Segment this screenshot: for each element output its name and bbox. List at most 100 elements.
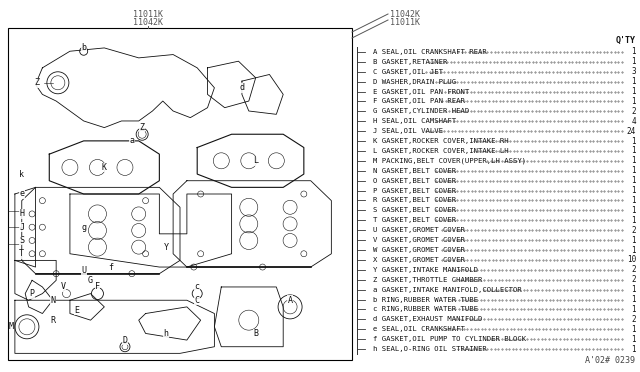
Text: d GASKET,EXHAUST MANIFOLD: d GASKET,EXHAUST MANIFOLD (373, 316, 483, 323)
Text: Y GASKET,INTAKE MANIFOLD: Y GASKET,INTAKE MANIFOLD (373, 267, 478, 273)
Text: F: F (95, 282, 100, 291)
Text: b RING,RUBBER WATER TUBE: b RING,RUBBER WATER TUBE (373, 296, 478, 302)
Text: P: P (29, 289, 35, 298)
Text: C GASKET,OIL JET: C GASKET,OIL JET (373, 69, 443, 75)
Text: c: c (195, 282, 200, 291)
Text: T: T (19, 249, 24, 258)
Text: e SEAL,OIL CRANKSHAFT: e SEAL,OIL CRANKSHAFT (373, 326, 465, 332)
Text: 1: 1 (632, 176, 636, 185)
Bar (8, 28, 352, 360)
Text: J: J (19, 223, 24, 232)
Text: A'02# 0239: A'02# 0239 (585, 356, 635, 365)
Text: 2: 2 (632, 226, 636, 235)
Text: 1: 1 (632, 87, 636, 96)
Text: 1: 1 (632, 77, 636, 86)
Text: a GASKET,INTAKE MANIFOLD,COLLECTOR: a GASKET,INTAKE MANIFOLD,COLLECTOR (373, 287, 522, 293)
Text: 1: 1 (632, 335, 636, 344)
Text: 1: 1 (632, 97, 636, 106)
Text: U: U (81, 266, 86, 275)
Text: Z: Z (35, 78, 40, 87)
Text: 1: 1 (632, 206, 636, 215)
Text: 1: 1 (632, 137, 636, 145)
Text: 1: 1 (632, 156, 636, 166)
Text: 3: 3 (632, 67, 636, 76)
Text: 10: 10 (627, 256, 636, 264)
Text: 2: 2 (632, 275, 636, 284)
Text: F GASKET,OIL PAN REAR: F GASKET,OIL PAN REAR (373, 99, 465, 105)
Text: V GASKET,GROMET COVER: V GASKET,GROMET COVER (373, 237, 465, 243)
Text: L: L (253, 156, 258, 165)
Text: B: B (253, 329, 258, 338)
Text: H: H (19, 209, 24, 218)
Text: 1: 1 (632, 246, 636, 254)
Text: 1: 1 (632, 186, 636, 195)
Text: D WASHER,DRAIN PLUG: D WASHER,DRAIN PLUG (373, 78, 456, 85)
Text: k: k (19, 170, 24, 179)
Text: b: b (81, 44, 86, 52)
Text: a: a (129, 137, 134, 145)
Text: 24: 24 (627, 127, 636, 136)
Text: N: N (50, 296, 55, 305)
Text: L GASKET,ROCKER COVER,INTAKE LH: L GASKET,ROCKER COVER,INTAKE LH (373, 148, 509, 154)
Text: C: C (195, 296, 200, 305)
Text: 11011K: 11011K (133, 10, 163, 19)
Text: g: g (81, 223, 86, 232)
Text: S: S (19, 236, 24, 245)
Text: 1: 1 (632, 57, 636, 66)
Text: U GASKET,GROMET COVER: U GASKET,GROMET COVER (373, 227, 465, 233)
Text: N GASKET,BELT COVER: N GASKET,BELT COVER (373, 168, 456, 174)
Text: S GASKET,BELT COVER: S GASKET,BELT COVER (373, 208, 456, 214)
Text: O GASKET,BELT COVER: O GASKET,BELT COVER (373, 178, 456, 184)
Text: Y: Y (164, 243, 169, 251)
Text: 1: 1 (632, 166, 636, 175)
Text: G GASKET,CYLINDER HEAD: G GASKET,CYLINDER HEAD (373, 108, 469, 114)
Text: A SEAL,OIL CRANKSHAFT REAR: A SEAL,OIL CRANKSHAFT REAR (373, 49, 487, 55)
Text: 1: 1 (632, 48, 636, 57)
Text: H SEAL,OIL CAMSHAFT: H SEAL,OIL CAMSHAFT (373, 118, 456, 124)
Text: 11011K: 11011K (390, 18, 420, 27)
Text: f: f (109, 263, 114, 272)
Text: Z GASKET,THROTTLE CHAMBER: Z GASKET,THROTTLE CHAMBER (373, 277, 483, 283)
Text: 1: 1 (632, 196, 636, 205)
Text: 1: 1 (632, 235, 636, 245)
Text: D: D (122, 336, 127, 344)
Text: B GASKET,RETAINER: B GASKET,RETAINER (373, 59, 447, 65)
Text: 4: 4 (632, 117, 636, 126)
Text: 1: 1 (632, 147, 636, 155)
Text: Q'TY: Q'TY (616, 36, 636, 45)
Text: h: h (164, 329, 169, 338)
Text: d: d (239, 83, 244, 92)
Text: R: R (50, 316, 55, 325)
Text: 11042K: 11042K (133, 18, 163, 27)
Text: V: V (61, 282, 65, 291)
Text: 1: 1 (632, 325, 636, 334)
Text: A: A (287, 296, 292, 305)
Text: 2: 2 (632, 315, 636, 324)
Text: K: K (102, 163, 107, 172)
Text: h SEAL,O-RING OIL STRAINER: h SEAL,O-RING OIL STRAINER (373, 346, 487, 352)
Text: 2: 2 (632, 107, 636, 116)
Text: P GASKET,BELT COVER: P GASKET,BELT COVER (373, 187, 456, 193)
Text: 1: 1 (632, 295, 636, 304)
Text: 2: 2 (632, 265, 636, 274)
Text: K GASKET,ROCKER COVER,INTAKE RH: K GASKET,ROCKER COVER,INTAKE RH (373, 138, 509, 144)
Text: f GASKET,OIL PUMP TO CYLINDER BLOCK: f GASKET,OIL PUMP TO CYLINDER BLOCK (373, 336, 526, 342)
Text: T GASKET,BELT COVER: T GASKET,BELT COVER (373, 217, 456, 223)
Text: 1: 1 (632, 305, 636, 314)
Text: M: M (9, 322, 14, 331)
Text: 11042K: 11042K (390, 10, 420, 19)
Text: 1: 1 (632, 285, 636, 294)
Text: E: E (74, 306, 79, 315)
Text: e: e (19, 189, 24, 199)
Text: R GASKET,BELT COVER: R GASKET,BELT COVER (373, 198, 456, 203)
Text: J SEAL,OIL VALVE: J SEAL,OIL VALVE (373, 128, 443, 134)
Text: 1: 1 (632, 216, 636, 225)
Text: G: G (88, 276, 93, 285)
Text: E GASKET,OIL PAN FRONT: E GASKET,OIL PAN FRONT (373, 89, 469, 94)
Text: W GASKET,GROMET COVER: W GASKET,GROMET COVER (373, 247, 465, 253)
Text: c RING,RUBBER WATER TUBE: c RING,RUBBER WATER TUBE (373, 307, 478, 312)
Text: 1: 1 (632, 344, 636, 353)
Text: M PACKING,BELT COVER(UPPER,LH ASSY): M PACKING,BELT COVER(UPPER,LH ASSY) (373, 158, 526, 164)
Text: Z: Z (140, 123, 145, 132)
Text: X GASKET,GROMET COVER: X GASKET,GROMET COVER (373, 257, 465, 263)
